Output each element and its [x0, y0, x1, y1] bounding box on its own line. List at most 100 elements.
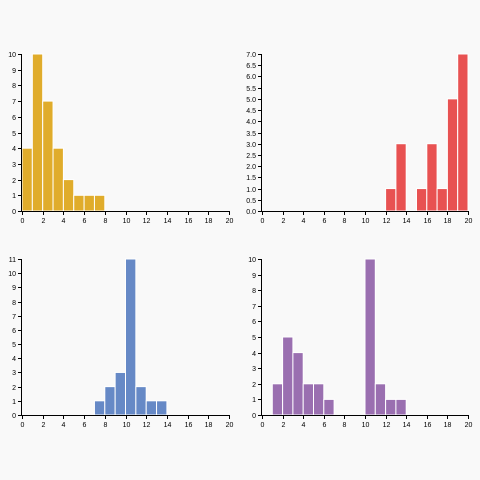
y-tick-label: 6.5	[246, 63, 256, 70]
x-tick-label: 10	[123, 218, 131, 225]
histogram-bar	[135, 386, 147, 416]
histogram-bar	[83, 194, 95, 212]
y-tick-label: 0.5	[246, 198, 256, 205]
x-tick-label: 6	[83, 218, 87, 225]
x-tick-label: 4	[62, 218, 66, 225]
y-tick-label: 1.5	[246, 175, 256, 182]
x-tick-label: 0	[261, 422, 265, 429]
histogram-panel-2: 0 2 4 6 8 10 12 14 16 18 20 0.0 0.5 1.0 1.5 2.0 2.5 3.0 3.…	[246, 52, 472, 225]
y-tick-label: 7	[12, 314, 16, 321]
x-tick-label: 18	[444, 218, 452, 225]
y-tick-label: 7	[12, 99, 16, 106]
x-tick-label: 0	[261, 218, 265, 225]
y-tick-label: 4	[12, 146, 16, 153]
histogram-bar	[364, 258, 376, 416]
y-tick-label: 3	[12, 162, 16, 169]
y-tick-label: 3.0	[246, 142, 256, 149]
x-tick-label: 0	[21, 218, 25, 225]
x-axis: 0 2 4 6 8 10 12 14 16 18 20	[261, 415, 472, 429]
x-tick-label: 18	[205, 218, 213, 225]
y-tick-label: 10	[8, 52, 16, 59]
y-tick-label: 4.5	[246, 108, 256, 115]
x-tick-label: 16	[185, 422, 193, 429]
x-tick-label: 20	[226, 422, 234, 429]
histogram-bar	[31, 53, 44, 212]
y-tick-label: 5	[252, 335, 256, 342]
x-tick-label: 20	[465, 218, 473, 225]
x-tick-label: 2	[282, 422, 286, 429]
histogram-bar	[114, 371, 127, 416]
y-tick-label: 9	[252, 273, 256, 280]
x-tick-label: 2	[282, 218, 286, 225]
histogram-bar	[302, 383, 315, 416]
histogram-bar	[374, 383, 387, 416]
x-tick-label: 16	[185, 218, 193, 225]
histogram-bar	[125, 258, 137, 416]
y-tick-label: 5	[12, 342, 16, 349]
histogram-bar	[145, 400, 158, 416]
x-tick-label: 8	[104, 218, 108, 225]
y-tick-label: 7	[252, 304, 256, 311]
x-tick-label: 4	[302, 422, 306, 429]
y-tick-label: 2	[12, 178, 16, 185]
bars	[93, 258, 168, 416]
x-tick-label: 20	[226, 218, 234, 225]
y-tick-label: 4	[252, 351, 256, 358]
x-tick-label: 8	[343, 218, 347, 225]
x-tick-label: 10	[362, 422, 370, 429]
x-tick-label: 10	[123, 422, 131, 429]
histogram-bar	[457, 53, 469, 212]
y-axis: 0 1 2 3 4 5 6 7 8 9 10 11	[8, 257, 22, 420]
x-tick-label: 14	[403, 218, 411, 225]
histogram-bar	[156, 400, 168, 416]
y-tick-label: 0	[12, 209, 16, 216]
y-tick-label: 1.0	[246, 187, 256, 194]
y-tick-label: 1	[12, 399, 16, 406]
y-tick-label: 2.0	[246, 164, 256, 171]
x-tick-label: 14	[164, 218, 172, 225]
y-tick-label: 5.5	[246, 86, 256, 93]
x-tick-label: 16	[424, 218, 432, 225]
x-tick-label: 2	[42, 218, 46, 225]
x-tick-label: 12	[143, 422, 151, 429]
y-tick-label: 4	[12, 356, 16, 363]
histogram-bar	[385, 398, 397, 416]
histogram-bar	[292, 352, 304, 416]
x-axis: 0 2 4 6 8 10 12 14 16 18 20	[261, 211, 473, 225]
histogram-bar	[73, 194, 85, 212]
bars	[271, 258, 407, 416]
y-tick-label: 8	[12, 300, 16, 307]
histogram-bar	[93, 400, 106, 416]
x-tick-label: 12	[383, 218, 391, 225]
x-tick-label: 14	[164, 422, 172, 429]
histogram-bar	[93, 194, 106, 212]
histogram-bar	[271, 383, 284, 416]
x-axis: 0 2 4 6 8 10 12 14 16 18 20	[21, 211, 234, 225]
histogram-bar	[52, 147, 64, 212]
y-tick-label: 9	[12, 285, 16, 292]
x-tick-label: 8	[343, 422, 347, 429]
y-tick-label: 2.5	[246, 153, 256, 160]
histogram-bar	[323, 398, 335, 416]
histogram-bar	[313, 383, 325, 416]
y-tick-label: 8	[252, 288, 256, 295]
x-tick-label: 18	[205, 422, 213, 429]
x-tick-label: 16	[424, 422, 432, 429]
y-tick-label: 5.0	[246, 97, 256, 104]
y-tick-label: 3	[12, 370, 16, 377]
x-tick-label: 10	[362, 218, 370, 225]
histogram-bar	[21, 147, 33, 212]
y-tick-label: 0.0	[246, 209, 256, 216]
y-tick-label: 6.0	[246, 74, 256, 81]
y-tick-label: 5	[12, 131, 16, 138]
x-tick-label: 6	[323, 422, 327, 429]
histogram-bar	[385, 188, 397, 212]
x-tick-label: 18	[444, 422, 452, 429]
histogram-bar	[426, 143, 438, 212]
histogram-bar	[282, 336, 294, 416]
y-tick-label: 4.0	[246, 119, 256, 126]
